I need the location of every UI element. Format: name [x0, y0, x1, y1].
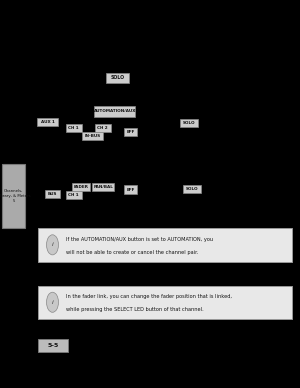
- Text: Channels,
Library, & Meters
5: Channels, Library, & Meters 5: [0, 189, 31, 203]
- FancyBboxPatch shape: [94, 106, 135, 117]
- Ellipse shape: [46, 235, 58, 255]
- Text: SOLO: SOLO: [185, 187, 198, 191]
- FancyBboxPatch shape: [2, 164, 25, 228]
- FancyBboxPatch shape: [106, 73, 129, 83]
- FancyBboxPatch shape: [124, 185, 137, 194]
- FancyBboxPatch shape: [66, 124, 82, 132]
- Text: SOLO: SOLO: [182, 121, 195, 125]
- FancyBboxPatch shape: [124, 128, 137, 136]
- FancyBboxPatch shape: [180, 119, 198, 127]
- Text: AUX 1: AUX 1: [41, 120, 55, 124]
- Text: CH 1: CH 1: [68, 193, 79, 197]
- Text: CH 2: CH 2: [97, 126, 108, 130]
- Text: If the AUTOMATION/AUX button is set to AUTOMATION, you: If the AUTOMATION/AUX button is set to A…: [66, 237, 213, 242]
- Text: FADER: FADER: [74, 185, 88, 189]
- FancyBboxPatch shape: [82, 132, 103, 140]
- Text: SOLO: SOLO: [111, 76, 125, 80]
- FancyBboxPatch shape: [38, 228, 292, 262]
- Text: In the fader link, you can change the fader position that is linked,: In the fader link, you can change the fa…: [66, 294, 232, 300]
- FancyBboxPatch shape: [45, 190, 60, 198]
- Text: EFF: EFF: [127, 187, 135, 192]
- Text: i: i: [52, 300, 53, 305]
- Ellipse shape: [46, 292, 58, 312]
- FancyBboxPatch shape: [37, 118, 58, 126]
- FancyBboxPatch shape: [66, 191, 82, 199]
- FancyBboxPatch shape: [38, 286, 292, 319]
- Text: AUTOMATION/AUX: AUTOMATION/AUX: [94, 109, 136, 113]
- Text: while pressing the SELECT LED button of that channel.: while pressing the SELECT LED button of …: [66, 307, 204, 312]
- Text: IN-BUS: IN-BUS: [85, 134, 101, 138]
- Text: 5-5: 5-5: [48, 343, 59, 348]
- FancyBboxPatch shape: [92, 183, 114, 191]
- Text: PAN/BAL: PAN/BAL: [93, 185, 113, 189]
- Text: EFF: EFF: [127, 130, 135, 134]
- FancyBboxPatch shape: [94, 124, 111, 132]
- Text: BUS: BUS: [47, 192, 57, 196]
- Text: i: i: [52, 242, 53, 247]
- FancyBboxPatch shape: [38, 339, 68, 352]
- FancyBboxPatch shape: [183, 185, 201, 193]
- Text: CH 1: CH 1: [68, 126, 79, 130]
- Text: will not be able to create or cancel the channel pair.: will not be able to create or cancel the…: [66, 249, 198, 255]
- FancyBboxPatch shape: [72, 183, 90, 191]
